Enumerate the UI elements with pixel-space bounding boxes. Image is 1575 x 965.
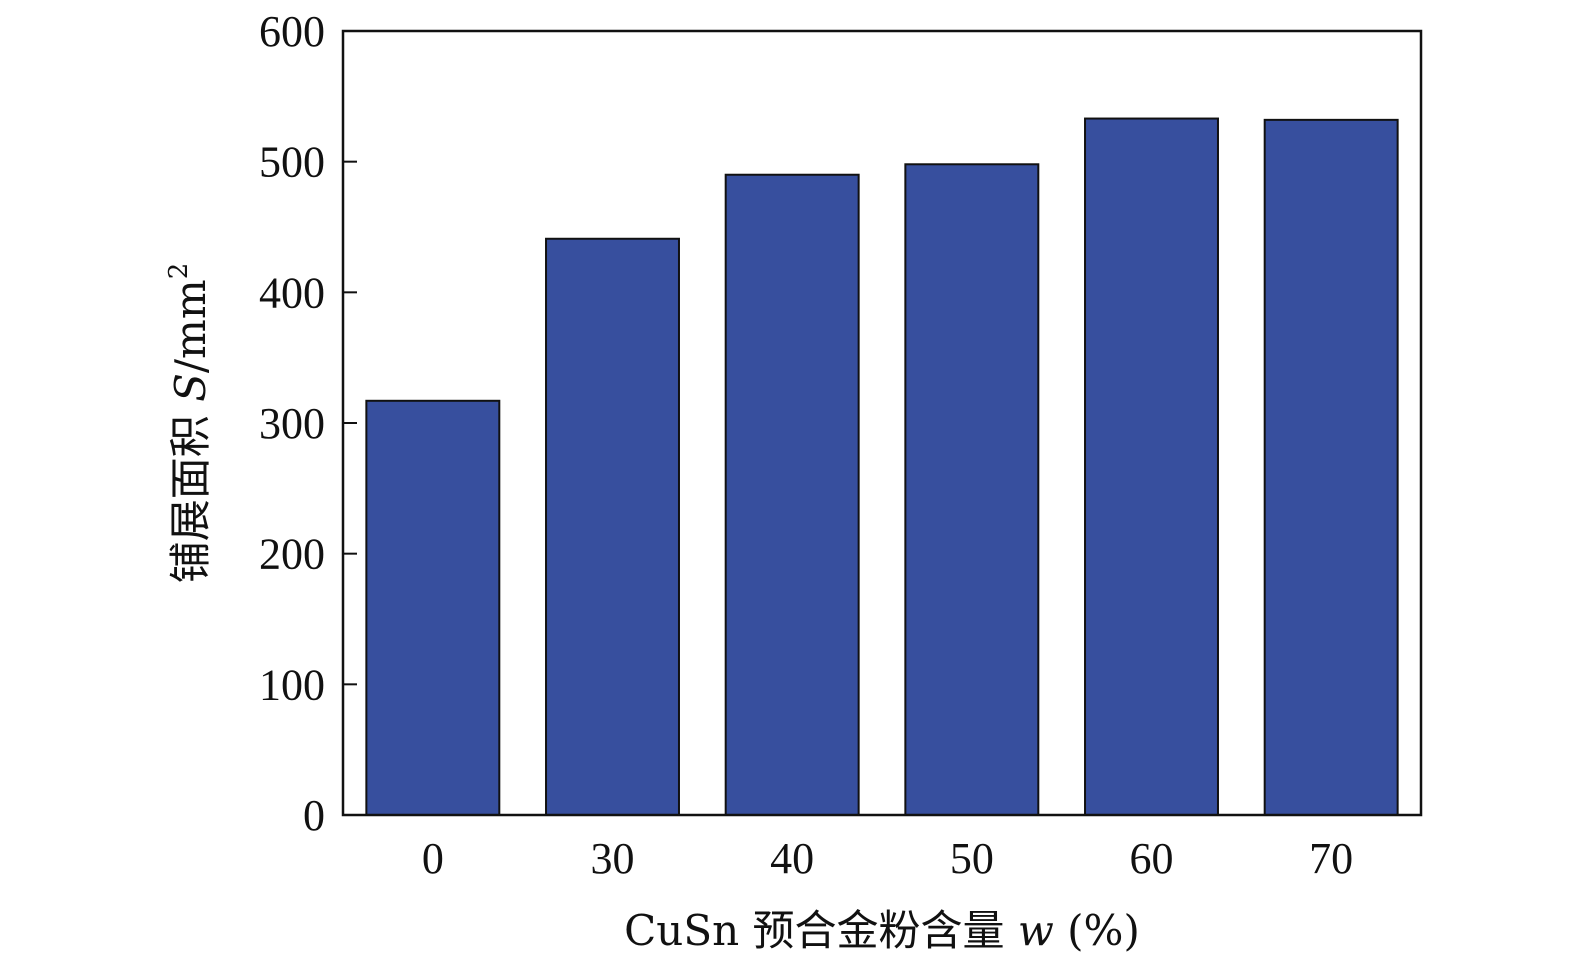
bars-group [365, 117, 1399, 816]
y-tick-label-500: 500 [259, 138, 325, 187]
y-tick-label-0: 0 [303, 791, 325, 840]
x-tick-label-40: 40 [770, 834, 814, 883]
bar-30 [545, 237, 680, 816]
x-axis: 0 30 40 50 60 70 [422, 834, 1353, 883]
bar-60 [1084, 117, 1219, 816]
bar-70 [1263, 118, 1399, 816]
bar-0 [365, 399, 501, 816]
bar-40 [724, 173, 860, 816]
x-tick-label-50: 50 [950, 834, 994, 883]
x-tick-label-60: 60 [1130, 834, 1174, 883]
x-tick-label-30: 30 [591, 834, 635, 883]
y-tick-label-600: 600 [259, 7, 325, 56]
y-axis-label: 铺展面积 S/mm2 [164, 263, 215, 584]
y-tick-label-100: 100 [259, 660, 325, 709]
y-tick-label-400: 400 [259, 268, 325, 317]
x-axis-label: CuSn 预合金粉含量 w (%) [624, 906, 1140, 955]
y-axis: 0 100 200 300 400 500 600 [259, 7, 357, 840]
bar-50 [904, 163, 1040, 816]
plot-frame [341, 29, 1423, 817]
x-tick-label-70: 70 [1309, 834, 1353, 883]
y-tick-label-200: 200 [259, 530, 325, 579]
y-tick-label-300: 300 [259, 399, 325, 448]
x-tick-label-0: 0 [422, 834, 444, 883]
